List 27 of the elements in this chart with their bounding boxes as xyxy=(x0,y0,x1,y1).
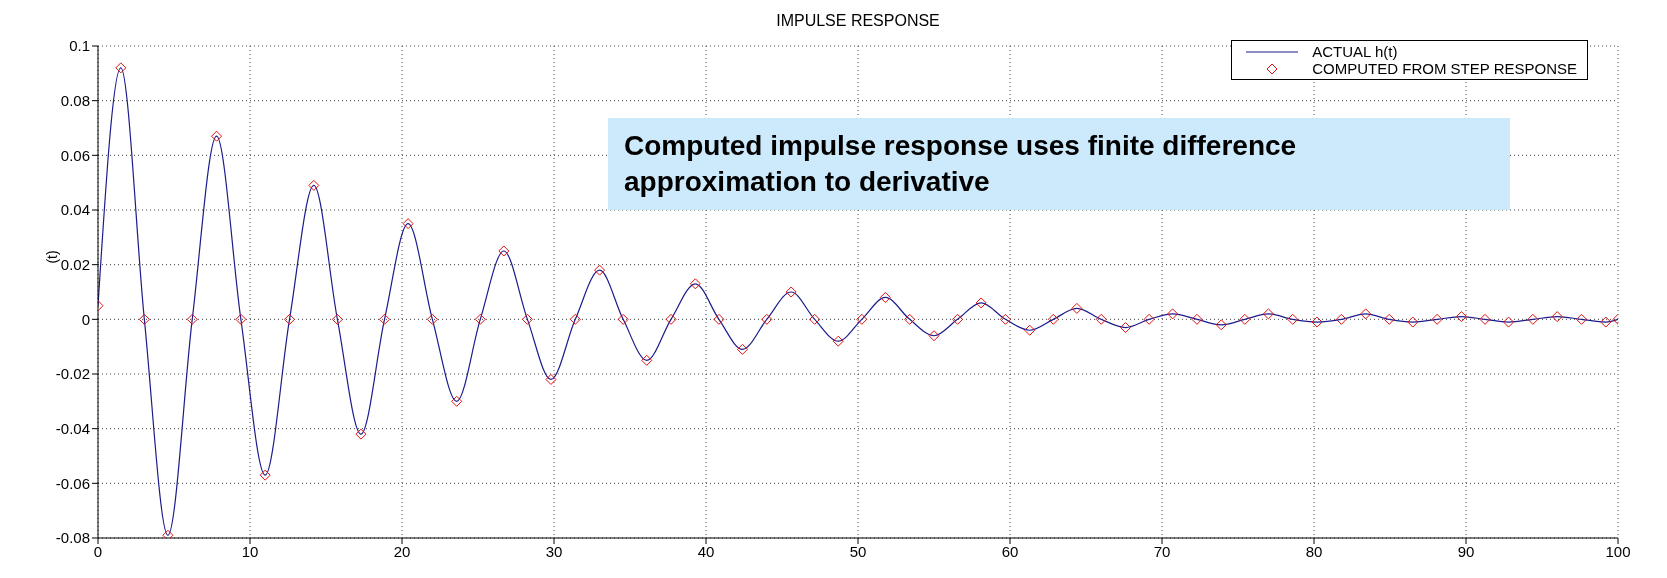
y-tick-label: -0.02 xyxy=(55,365,90,383)
x-tick-label: 50 xyxy=(849,542,867,560)
x-tick-label: 70 xyxy=(1153,542,1171,560)
y-tick-label: -0.06 xyxy=(55,474,90,492)
x-tick-label: 20 xyxy=(393,542,411,560)
y-tick-label: 0.08 xyxy=(60,91,90,109)
x-tick-label: 80 xyxy=(1305,542,1323,560)
legend-label: ACTUAL h(t) xyxy=(1312,43,1398,60)
x-tick-label: 40 xyxy=(697,542,715,560)
x-tick-label: 100 xyxy=(1605,542,1631,560)
y-tick-label: 0.1 xyxy=(69,37,90,55)
chart-title: IMPULSE RESPONSE xyxy=(775,12,941,30)
y-axis-title: (t) xyxy=(44,250,60,264)
callout-box: Computed impulse response uses finite difference approximation to derivative xyxy=(608,118,1510,210)
legend-label: COMPUTED FROM STEP RESPONSE xyxy=(1312,60,1577,77)
x-tick-label: 0 xyxy=(93,542,103,560)
y-tick-label: 0.06 xyxy=(60,146,90,164)
y-tick-label: 0 xyxy=(81,310,90,328)
y-tick-label: -0.04 xyxy=(55,419,90,437)
x-tick-label: 60 xyxy=(1001,542,1019,560)
x-tick-label: 10 xyxy=(241,542,259,560)
x-tick-label: 90 xyxy=(1457,542,1475,560)
y-tick-label: -0.08 xyxy=(55,529,90,547)
y-tick-label: 0.04 xyxy=(60,201,90,219)
x-tick-label: 30 xyxy=(545,542,563,560)
y-tick-label: 0.02 xyxy=(60,255,90,273)
annotation: Computed impulse response uses finite difference approximation to derivative xyxy=(624,130,1297,197)
